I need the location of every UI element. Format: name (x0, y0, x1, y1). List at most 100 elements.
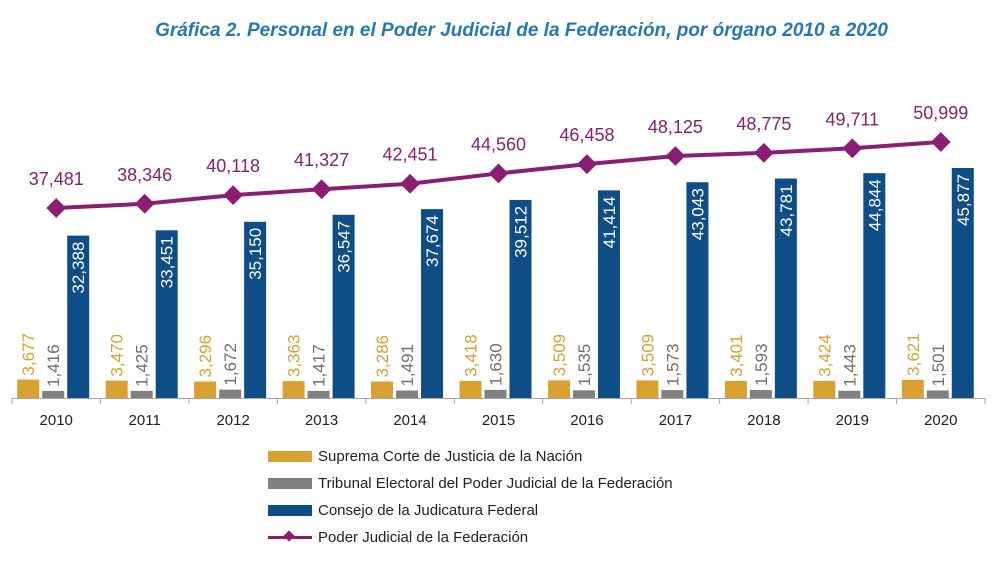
x-tick-label: 2015 (482, 412, 515, 429)
bar-tribunal (219, 389, 242, 398)
x-tick-label: 2017 (659, 412, 692, 429)
bar-consejo (774, 178, 797, 398)
legend-item-poder-judicial: Poder Judicial de la Federación (268, 524, 673, 551)
legend-swatch-consejo (268, 505, 312, 516)
data-label-poder-judicial: 49,711 (825, 109, 879, 129)
bar-consejo (951, 168, 974, 398)
data-label-poder-judicial: 50,999 (913, 103, 968, 123)
bar-suprema (371, 381, 394, 398)
bar-suprema (459, 380, 482, 398)
x-tick-label: 2019 (836, 412, 869, 429)
data-label-tribunal: 1,535 (575, 344, 594, 387)
data-label-poder-judicial: 46,458 (559, 125, 614, 145)
data-label-suprema: 3,286 (373, 335, 392, 378)
bar-suprema (17, 379, 40, 398)
data-label-poder-judicial: 48,125 (648, 117, 703, 137)
line-marker-poder-judicial (223, 185, 244, 206)
bar-suprema (636, 380, 659, 398)
data-label-tribunal: 1,443 (840, 344, 859, 387)
data-label-poder-judicial: 44,560 (471, 134, 526, 154)
legend-item-suprema: Suprema Corte de Justicia de la Nación (268, 443, 673, 470)
bar-tribunal (307, 390, 330, 398)
line-marker-poder-judicial (753, 142, 774, 163)
bar-consejo (509, 199, 532, 398)
bar-tribunal (572, 390, 595, 398)
x-tick-label: 2013 (305, 412, 338, 429)
bar-tribunal (484, 389, 507, 398)
x-tick-label: 2011 (129, 412, 161, 429)
data-label-consejo: 35,150 (246, 228, 265, 280)
data-label-consejo: 33,451 (158, 236, 177, 288)
line-marker-poder-judicial (842, 138, 863, 159)
data-label-tribunal: 1,573 (663, 344, 682, 387)
bar-suprema (813, 380, 836, 398)
legend-label-tribunal: Tribunal Electoral del Poder Judicial de… (318, 475, 673, 492)
x-tick-label: 2018 (747, 412, 780, 429)
line-marker-poder-judicial (488, 163, 509, 184)
bar-suprema (901, 379, 924, 398)
data-label-poder-judicial: 38,346 (117, 165, 172, 185)
line-marker-poder-judicial (665, 146, 686, 166)
line-marker-poder-judicial (134, 193, 155, 214)
data-label-tribunal: 1,425 (133, 344, 152, 387)
data-label-suprema: 3,363 (285, 335, 304, 378)
data-label-consejo: 43,043 (688, 188, 707, 240)
bar-consejo (597, 190, 620, 398)
data-label-tribunal: 1,630 (487, 343, 506, 386)
data-label-consejo: 39,512 (512, 206, 531, 258)
data-label-poder-judicial: 48,775 (736, 114, 791, 134)
bar-tribunal (661, 390, 684, 398)
data-label-suprema: 3,509 (550, 334, 569, 377)
x-tick-label: 2016 (570, 412, 603, 429)
line-marker-poder-judicial (400, 173, 420, 194)
data-label-poder-judicial: 40,118 (206, 156, 260, 176)
legend-label-poder-judicial: Poder Judicial de la Federación (318, 529, 529, 546)
data-label-consejo: 44,844 (865, 179, 884, 231)
data-label-tribunal: 1,417 (310, 344, 329, 387)
data-label-consejo: 43,781 (777, 185, 796, 237)
chart-title: Gráfica 2. Personal en el Poder Judicial… (155, 20, 888, 41)
bar-consejo (244, 221, 267, 398)
bar-suprema (547, 380, 570, 398)
data-label-consejo: 36,547 (335, 221, 354, 273)
bar-tribunal (926, 390, 949, 398)
line-marker-poder-judicial (930, 132, 951, 152)
legend-swatch-suprema (268, 451, 312, 462)
data-label-suprema: 3,509 (638, 334, 657, 377)
data-label-suprema: 3,677 (19, 333, 38, 376)
data-label-consejo: 41,414 (600, 196, 619, 248)
x-tick-label: 2014 (393, 412, 426, 429)
bar-consejo (155, 230, 178, 398)
legend-swatch-poder-judicial (268, 530, 312, 543)
bar-tribunal (838, 390, 861, 398)
line-marker-poder-judicial (577, 154, 597, 175)
data-label-tribunal: 1,672 (221, 343, 240, 386)
data-label-tribunal: 1,593 (752, 343, 771, 386)
bar-consejo (67, 235, 90, 398)
line-marker-poder-judicial (311, 179, 332, 200)
legend-label-suprema: Suprema Corte de Justicia de la Nación (318, 448, 583, 465)
data-label-poder-judicial: 41,327 (294, 150, 349, 170)
chart-legend: Suprema Corte de Justicia de la Nación T… (268, 443, 673, 551)
data-label-suprema: 3,296 (196, 335, 215, 378)
bar-consejo (421, 209, 444, 398)
bar-suprema (194, 381, 217, 398)
bar-tribunal (396, 390, 419, 398)
data-label-tribunal: 1,416 (44, 344, 63, 387)
line-marker-poder-judicial (46, 198, 67, 218)
legend-item-consejo: Consejo de la Judicatura Federal (268, 497, 673, 524)
data-label-suprema: 3,401 (727, 334, 746, 377)
data-label-suprema: 3,418 (462, 334, 481, 377)
data-label-suprema: 3,621 (904, 333, 923, 376)
bar-suprema (282, 381, 305, 398)
data-label-suprema: 3,424 (815, 334, 834, 377)
bar-tribunal (42, 390, 65, 398)
bar-tribunal (749, 390, 772, 398)
data-label-suprema: 3,470 (108, 334, 127, 377)
bar-consejo (863, 173, 886, 398)
bar-suprema (724, 380, 747, 398)
x-tick-label: 2010 (40, 412, 73, 429)
bar-suprema (105, 380, 128, 398)
bar-tribunal (130, 390, 153, 398)
